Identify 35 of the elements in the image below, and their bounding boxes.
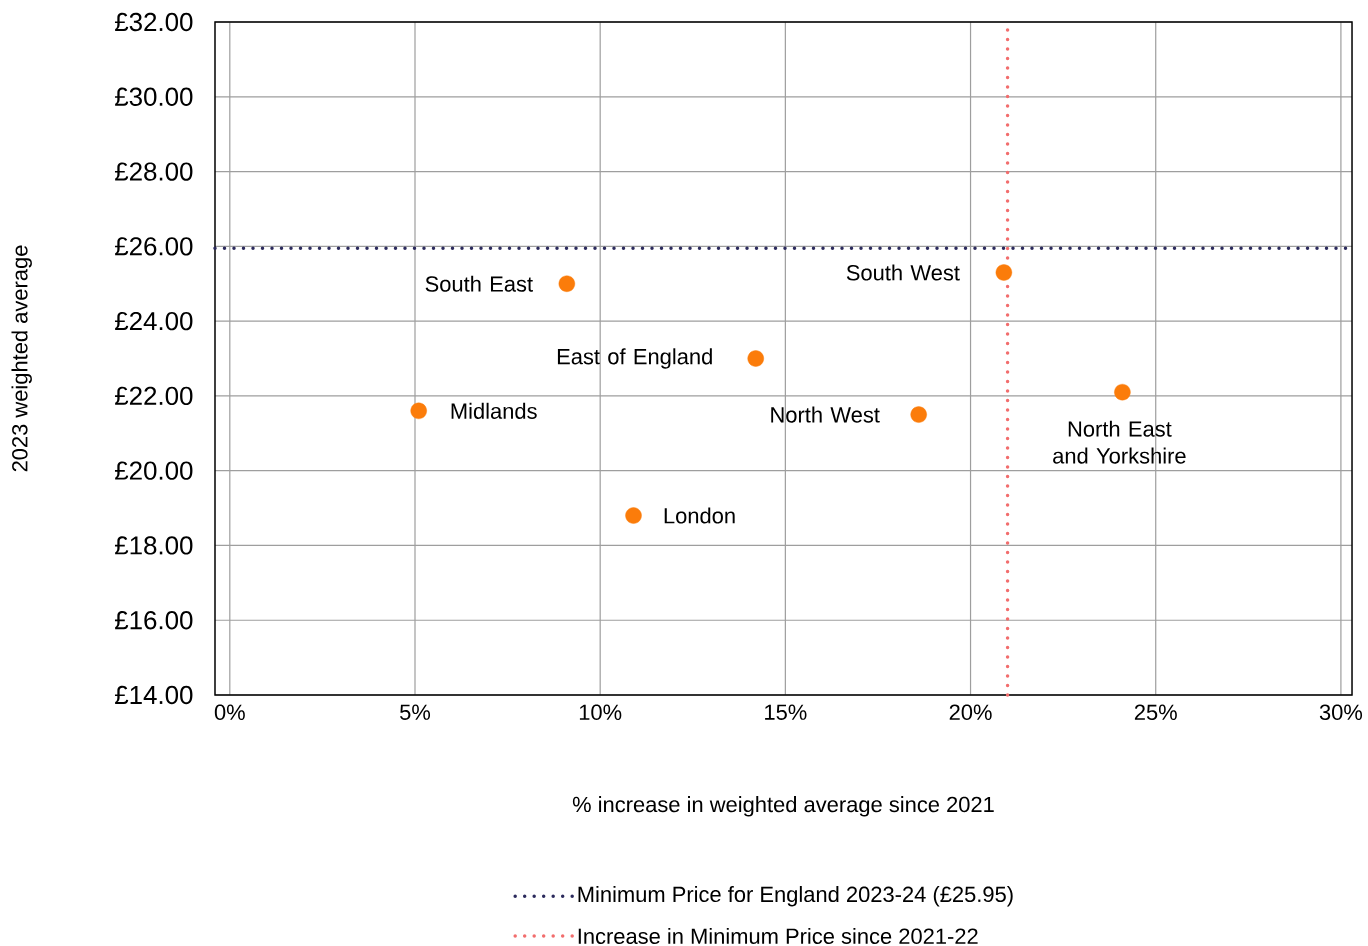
y-tick-label: £18.00: [114, 536, 193, 555]
x-tick-label: 5%: [400, 704, 431, 720]
point: [558, 275, 576, 292]
annotation: South West: [846, 264, 960, 281]
y-tick-label: £20.00: [114, 461, 193, 480]
annotation: North West: [771, 406, 880, 423]
annotation: South East: [425, 275, 533, 292]
x-tick-label: 20%: [949, 704, 992, 721]
y-tick-label: £22.00: [114, 386, 193, 406]
point: [910, 406, 927, 423]
y-tick-label: £24.00: [114, 311, 193, 331]
y-tick-label: £16.00: [114, 611, 193, 630]
point: [1114, 383, 1131, 401]
y-tick-label: £28.00: [114, 162, 193, 181]
x-tick-label: 15%: [765, 704, 807, 720]
x-tick-label: 30%: [1319, 704, 1363, 721]
y-tick-label: £26.00: [114, 237, 193, 256]
annotation: London: [664, 507, 735, 524]
y-tick-label: £14.00: [114, 685, 193, 705]
point: [625, 507, 642, 524]
annotation: Midlands: [451, 402, 537, 419]
legend-label: Increase in Minimum Price since 2021-22: [578, 927, 978, 944]
y-axis-title: 2023 weighted average: [11, 245, 32, 472]
annotation: North East and Yorkshire: [1053, 420, 1186, 464]
point: [410, 402, 427, 420]
point: [995, 264, 1013, 281]
y-tick-label: £32.00: [114, 12, 193, 32]
x-axis-title: % increase in weighted average since 2021: [572, 796, 994, 817]
legend-label: Minimum Price for England 2023-24 (£25.95): [578, 886, 1013, 907]
y-tick-label: £30.00: [114, 87, 193, 106]
point: [747, 350, 764, 367]
annotation: East of England: [557, 348, 712, 369]
x-tick-label: 10%: [579, 704, 622, 721]
x-tick-label: 25%: [1134, 704, 1177, 721]
x-tick-label: 0%: [214, 704, 245, 721]
